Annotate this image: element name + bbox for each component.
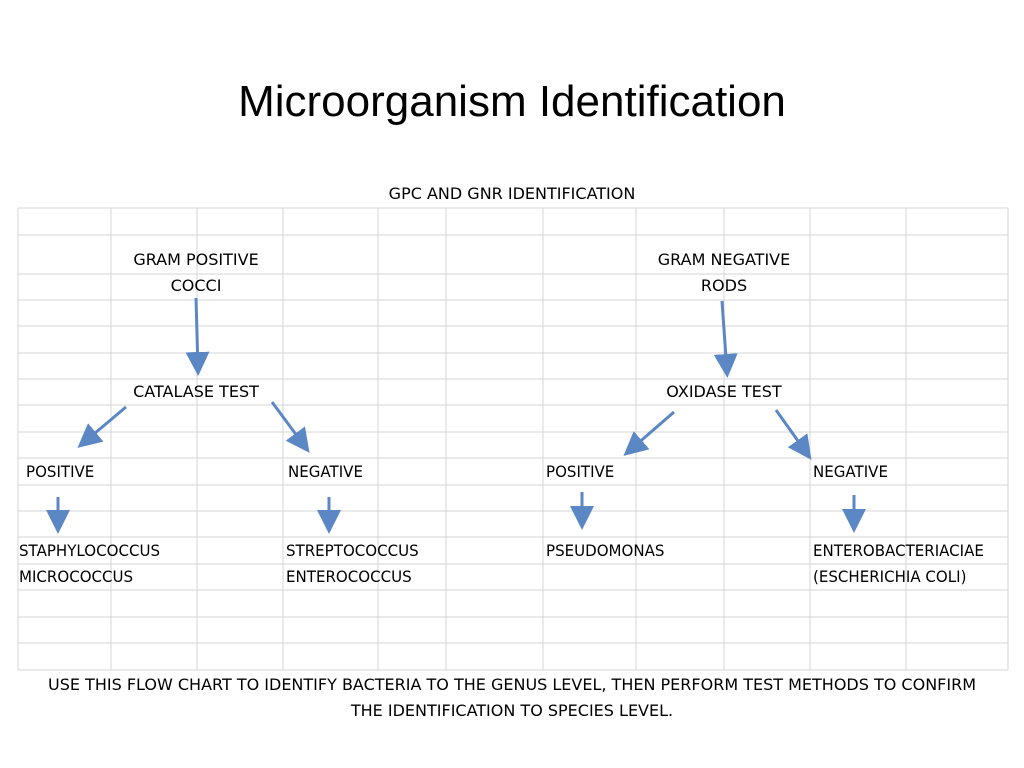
catalase-positive-genus-2: MICROCOCCUS xyxy=(19,567,134,586)
slide-title: Microorganism Identification xyxy=(238,77,786,126)
arrow-oxidase-to-negative xyxy=(774,409,812,460)
catalase-negative-genus-2: ENTEROCOCCUS xyxy=(286,567,412,586)
gram-positive-line1: GRAM POSITIVE xyxy=(133,250,259,269)
gram-negative-line2: RODS xyxy=(700,276,748,295)
arrow-catalase-to-negative xyxy=(270,401,310,453)
catalase-positive-genus-1: STAPHYLOCOCCUS xyxy=(19,541,160,560)
gram-positive-label: GRAM POSITIVE COCCI xyxy=(96,247,296,299)
oxidase-negative-genus-1: ENTEROBACTERIACIAE xyxy=(813,541,984,560)
instruction-note-line1: USE THIS FLOW CHART TO IDENTIFY BACTERIA… xyxy=(47,675,977,694)
arrow-catalase-to-positive xyxy=(77,405,127,448)
catalase-positive-label: POSITIVE xyxy=(26,462,95,481)
flowchart-header: GPC AND GNR IDENTIFICATION xyxy=(388,184,636,203)
oxidase-negative-label: NEGATIVE xyxy=(813,462,888,481)
arrow-gnr-to-oxidase xyxy=(713,300,738,378)
gram-negative-line1: GRAM NEGATIVE xyxy=(657,250,791,269)
oxidase-positive-genus-1: PSEUDOMONAS xyxy=(546,541,665,560)
instruction-note-line2: THE IDENTIFICATION TO SPECIES LEVEL. xyxy=(350,701,674,720)
oxidase-test-label: OXIDASE TEST xyxy=(666,382,782,401)
catalase-negative-label: NEGATIVE xyxy=(288,462,363,481)
gram-negative-label: GRAM NEGATIVE RODS xyxy=(624,247,824,299)
oxidase-positive-label: POSITIVE xyxy=(546,462,615,481)
arrow-gpc-to-catalase xyxy=(185,297,210,376)
gram-positive-line2: COCCI xyxy=(170,276,222,295)
instruction-note: USE THIS FLOW CHART TO IDENTIFY BACTERIA… xyxy=(20,672,1004,724)
arrow-oxidase-to-positive xyxy=(623,410,675,456)
catalase-test-label: CATALASE TEST xyxy=(133,382,259,401)
oxidase-negative-genus-2: (ESCHERICHIA COLI) xyxy=(813,567,967,586)
catalase-negative-genus-1: STREPTOCOCCUS xyxy=(286,541,419,560)
